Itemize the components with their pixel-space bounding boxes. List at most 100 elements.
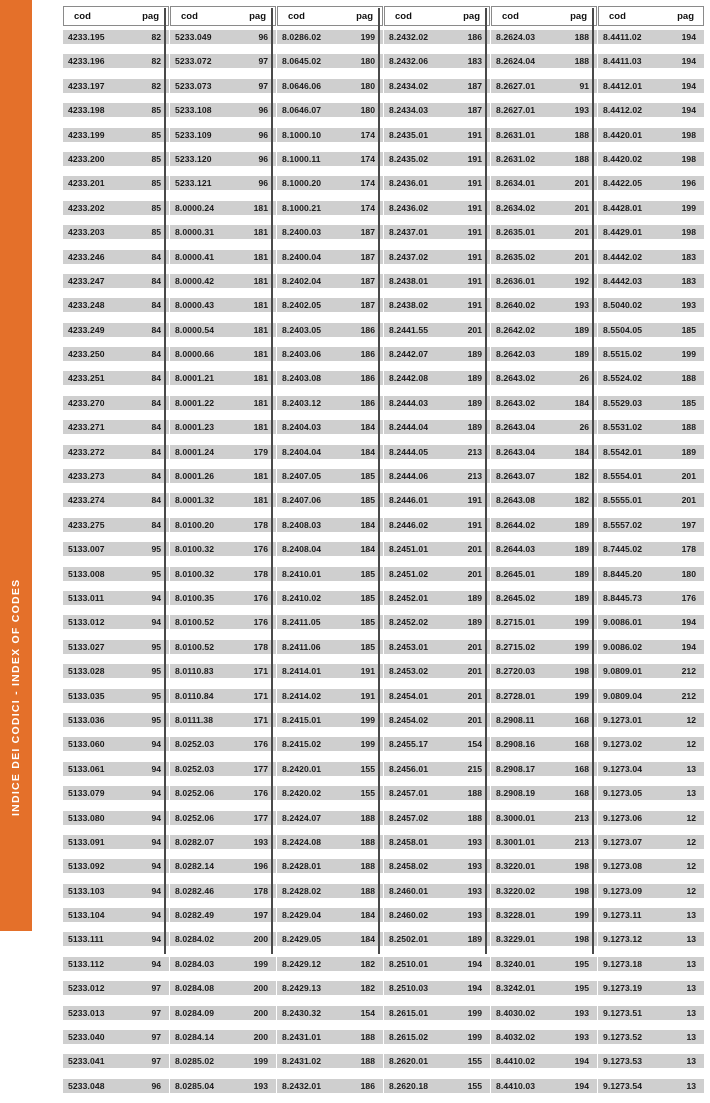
- table-row[interactable]: 8.2446.01 191: [384, 493, 490, 508]
- table-row[interactable]: 8.2510.03 194: [384, 981, 490, 996]
- table-row[interactable]: 4233.275 84: [63, 517, 169, 532]
- table-row[interactable]: 8.2435.01 191: [384, 127, 490, 142]
- table-row[interactable]: 8.2435.02 191: [384, 151, 490, 166]
- table-row[interactable]: 8.5524.02 188: [598, 371, 704, 386]
- table-row[interactable]: 8.4410.02 194: [491, 1054, 597, 1069]
- table-row[interactable]: 9.1273.11 13: [598, 908, 704, 923]
- table-row[interactable]: 8.0252.03 177: [170, 761, 276, 776]
- table-row[interactable]: 8.2720.03 198: [491, 664, 597, 679]
- table-row[interactable]: 8.2451.01 201: [384, 542, 490, 557]
- table-row[interactable]: 9.1273.19 13: [598, 981, 704, 996]
- table-row[interactable]: 8.2444.04 189: [384, 420, 490, 435]
- table-row[interactable]: 8.0285.04 193: [170, 1078, 276, 1093]
- table-row[interactable]: 9.1273.05 13: [598, 786, 704, 801]
- table-row[interactable]: 8.0646.07 180: [277, 103, 383, 118]
- table-row[interactable]: 9.0086.01 194: [598, 615, 704, 630]
- table-row[interactable]: 8.2403.05 186: [277, 322, 383, 337]
- table-row[interactable]: 8.2420.01 155: [277, 761, 383, 776]
- table-row[interactable]: 8.2620.01 155: [384, 1054, 490, 1069]
- table-row[interactable]: 8.3000.01 213: [491, 810, 597, 825]
- table-row[interactable]: 8.2908.11 168: [491, 712, 597, 727]
- table-row[interactable]: 8.0284.09 200: [170, 1005, 276, 1020]
- table-row[interactable]: 8.4420.01 198: [598, 127, 704, 142]
- table-row[interactable]: 8.3228.01 199: [491, 908, 597, 923]
- table-row[interactable]: 8.2634.01 201: [491, 176, 597, 191]
- table-row[interactable]: 8.2428.01 188: [277, 859, 383, 874]
- table-row[interactable]: 8.4032.02 193: [491, 1030, 597, 1045]
- table-row[interactable]: 4233.251 84: [63, 371, 169, 386]
- table-row[interactable]: 9.1273.12 13: [598, 932, 704, 947]
- table-row[interactable]: 8.2402.04 187: [277, 273, 383, 288]
- table-row[interactable]: 9.1273.54 13: [598, 1078, 704, 1093]
- table-row[interactable]: 8.2624.03 188: [491, 30, 597, 44]
- table-row[interactable]: 8.4428.01 199: [598, 200, 704, 215]
- table-row[interactable]: 8.2441.55 201: [384, 322, 490, 337]
- table-row[interactable]: 8.2634.02 201: [491, 200, 597, 215]
- table-row[interactable]: 8.3242.01 195: [491, 981, 597, 996]
- table-row[interactable]: 8.2430.32 154: [277, 1005, 383, 1020]
- table-row[interactable]: 5133.012 94: [63, 615, 169, 630]
- table-row[interactable]: 8.2402.05 187: [277, 298, 383, 313]
- table-row[interactable]: 8.2415.01 199: [277, 712, 383, 727]
- table-row[interactable]: 8.2404.03 184: [277, 420, 383, 435]
- table-row[interactable]: 4233.199 85: [63, 127, 169, 142]
- table-row[interactable]: 8.2437.01 191: [384, 225, 490, 240]
- table-row[interactable]: 8.5529.03 185: [598, 395, 704, 410]
- table-row[interactable]: 8.2715.01 199: [491, 615, 597, 630]
- table-row[interactable]: 8.2645.01 189: [491, 566, 597, 581]
- table-row[interactable]: 8.2453.02 201: [384, 664, 490, 679]
- table-row[interactable]: 8.2454.02 201: [384, 712, 490, 727]
- table-row[interactable]: 8.2414.01 191: [277, 664, 383, 679]
- table-row[interactable]: 8.3220.01 198: [491, 859, 597, 874]
- table-row[interactable]: 8.2437.02 191: [384, 249, 490, 264]
- table-row[interactable]: 9.1273.09 12: [598, 883, 704, 898]
- table-row[interactable]: 8.2642.03 189: [491, 347, 597, 362]
- table-row[interactable]: 8.0100.32 178: [170, 566, 276, 581]
- table-row[interactable]: 8.4429.01 198: [598, 225, 704, 240]
- table-row[interactable]: 8.2434.02 187: [384, 78, 490, 93]
- table-row[interactable]: 8.1000.21 174: [277, 200, 383, 215]
- table-row[interactable]: 5233.109 96: [170, 127, 276, 142]
- table-row[interactable]: 4233.274 84: [63, 493, 169, 508]
- table-row[interactable]: 8.2643.02 184: [491, 395, 597, 410]
- table-row[interactable]: 8.2429.13 182: [277, 981, 383, 996]
- table-row[interactable]: 8.2452.01 189: [384, 590, 490, 605]
- table-row[interactable]: 8.2451.02 201: [384, 566, 490, 581]
- table-row[interactable]: 8.8445.73 176: [598, 590, 704, 605]
- table-row[interactable]: 8.8445.20 180: [598, 566, 704, 581]
- table-row[interactable]: 8.0001.24 179: [170, 444, 276, 459]
- table-row[interactable]: 8.5557.02 197: [598, 517, 704, 532]
- table-row[interactable]: 8.2644.02 189: [491, 517, 597, 532]
- table-row[interactable]: 8.2640.02 193: [491, 298, 597, 313]
- table-row[interactable]: 8.2460.02 193: [384, 908, 490, 923]
- table-row[interactable]: 8.2400.04 187: [277, 249, 383, 264]
- table-row[interactable]: 8.2404.04 184: [277, 444, 383, 459]
- table-row[interactable]: 8.2410.01 185: [277, 566, 383, 581]
- table-row[interactable]: 8.2442.07 189: [384, 347, 490, 362]
- table-row[interactable]: 8.2644.03 189: [491, 542, 597, 557]
- table-row[interactable]: 8.0252.03 176: [170, 737, 276, 752]
- table-row[interactable]: 4233.249 84: [63, 322, 169, 337]
- table-row[interactable]: 8.2424.07 188: [277, 810, 383, 825]
- table-row[interactable]: 5233.013 97: [63, 1005, 169, 1020]
- table-row[interactable]: 8.2446.02 191: [384, 517, 490, 532]
- table-row[interactable]: 8.2432.02 186: [384, 30, 490, 44]
- table-row[interactable]: 5133.111 94: [63, 932, 169, 947]
- table-row[interactable]: 8.2429.04 184: [277, 908, 383, 923]
- table-row[interactable]: 9.1273.07 12: [598, 834, 704, 849]
- table-row[interactable]: 8.2407.06 185: [277, 493, 383, 508]
- table-row[interactable]: 8.2631.01 188: [491, 127, 597, 142]
- table-row[interactable]: 8.2458.02 193: [384, 859, 490, 874]
- table-row[interactable]: 4233.250 84: [63, 347, 169, 362]
- table-row[interactable]: 8.2620.18 155: [384, 1078, 490, 1093]
- table-row[interactable]: 8.2908.16 168: [491, 737, 597, 752]
- table-row[interactable]: 5233.049 96: [170, 30, 276, 44]
- table-row[interactable]: 8.5554.01 201: [598, 469, 704, 484]
- table-row[interactable]: 8.2453.01 201: [384, 639, 490, 654]
- table-row[interactable]: 8.0284.14 200: [170, 1030, 276, 1045]
- table-row[interactable]: 9.1273.02 12: [598, 737, 704, 752]
- table-row[interactable]: 8.2424.08 188: [277, 834, 383, 849]
- table-row[interactable]: 8.2444.06 213: [384, 469, 490, 484]
- table-row[interactable]: 8.3220.02 198: [491, 883, 597, 898]
- table-row[interactable]: 8.2457.02 188: [384, 810, 490, 825]
